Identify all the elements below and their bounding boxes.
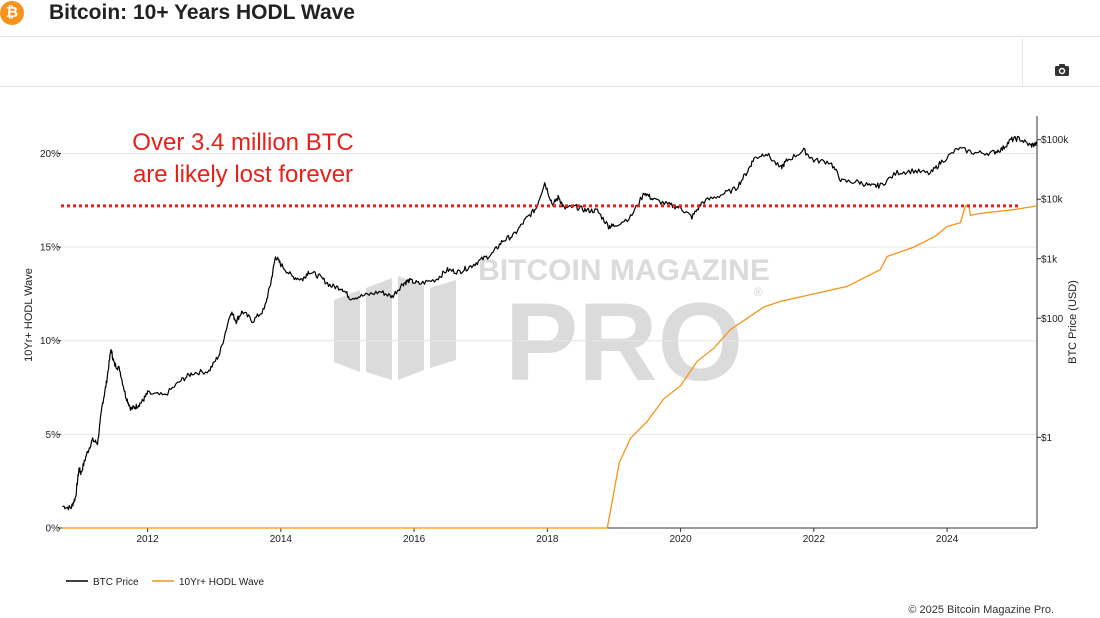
bitcoin-logo-icon: ₿ [0, 1, 24, 25]
x-tick-label: 2016 [403, 534, 426, 545]
copyright-text: © 2025 Bitcoin Magazine Pro. [908, 604, 1054, 616]
x-tick-label: 2022 [803, 534, 826, 545]
left-tick-label: 20% [40, 149, 60, 160]
chart-header: ₿ Bitcoin: 10+ Years HODL Wave [0, 0, 1100, 37]
x-tick-label: 2014 [270, 534, 293, 545]
chart-toolbar [0, 38, 1100, 87]
legend-item-btc-price[interactable]: BTC Price [66, 577, 139, 588]
left-tick-label: 0% [46, 524, 61, 535]
right-tick-label: $10k [1041, 195, 1064, 206]
right-tick-label: $100 [1041, 314, 1064, 325]
legend-item-hodl-wave[interactable]: 10Yr+ HODL Wave [152, 577, 265, 588]
annotation-line-1: Over 3.4 million BTC [132, 129, 353, 156]
right-tick-label: $1k [1041, 254, 1058, 265]
x-tick-label: 2018 [536, 534, 559, 545]
watermark-bars-logo [334, 276, 456, 380]
legend-label-btc-price: BTC Price [93, 577, 139, 588]
page-title: Bitcoin: 10+ Years HODL Wave [49, 1, 355, 24]
left-axis-title: 10Yr+ HODL Wave [23, 268, 35, 362]
legend: BTC Price 10Yr+ HODL Wave [66, 577, 265, 588]
left-tick-label: 10% [40, 336, 60, 347]
right-axis-title: BTC Price (USD) [1067, 280, 1079, 364]
right-tick-label: $1 [1041, 433, 1053, 444]
x-tick-label: 2020 [669, 534, 692, 545]
series-btc-price-line [62, 135, 1038, 511]
right-tick-label: $100k [1041, 135, 1069, 146]
watermark-line2: PRO [505, 281, 743, 404]
x-tick-label: 2012 [136, 534, 159, 545]
camera-icon [1055, 64, 1069, 76]
left-tick-label: 15% [40, 243, 60, 254]
left-tick-label: 5% [46, 430, 61, 441]
legend-label-hodl-wave: 10Yr+ HODL Wave [179, 577, 265, 588]
screenshot-button[interactable] [1050, 58, 1074, 82]
toolbar-divider [1022, 38, 1023, 86]
x-tick-label: 2024 [936, 534, 959, 545]
annotation-line-2: are likely lost forever [133, 161, 353, 188]
watermark-registered: ® [754, 285, 763, 299]
watermark-line1: BITCOIN MAGAZINE [478, 254, 770, 287]
watermark: BITCOIN MAGAZINE PRO ® [334, 254, 770, 404]
right-axis-ticks: $1 $100 $1k $10k $100k [1037, 135, 1069, 444]
left-axis-ticks: 0% 5% 10% 15% 20% [40, 149, 61, 535]
x-axis-ticks: 2012 2014 2016 2018 2020 2022 2024 [136, 528, 959, 545]
